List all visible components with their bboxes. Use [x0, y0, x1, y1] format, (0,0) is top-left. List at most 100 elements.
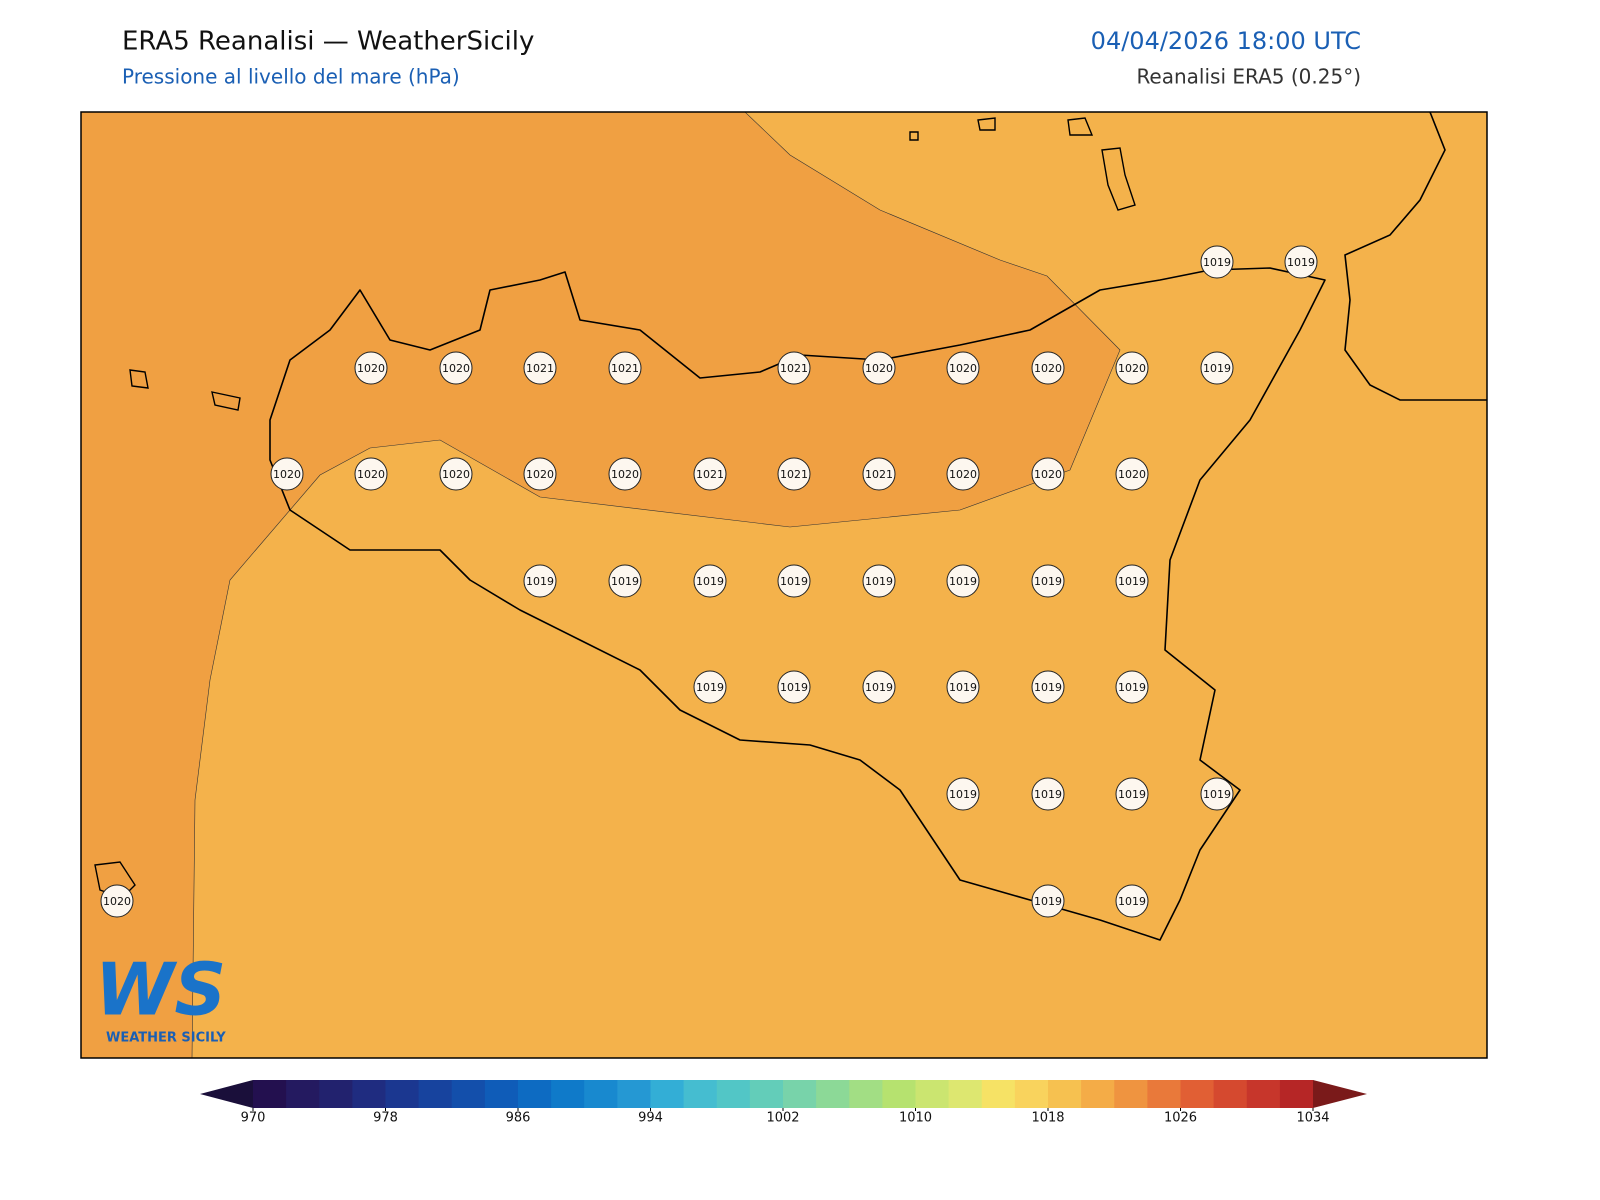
station-value: 1020	[1118, 362, 1146, 375]
station-marker	[1200, 245, 1234, 279]
datetime: 04/04/2026 18:00 UTC	[1091, 27, 1361, 55]
station-marker	[693, 457, 727, 491]
colorbar-bin	[451, 1080, 486, 1108]
colorbar-bin	[518, 1080, 552, 1108]
station-value: 1019	[526, 575, 554, 588]
station-value: 1019	[1203, 256, 1231, 269]
station-marker	[1115, 457, 1149, 491]
field-high	[80, 111, 1121, 1059]
station-value: 1020	[949, 362, 977, 375]
station-value: 1019	[865, 681, 893, 694]
station-value: 1019	[780, 681, 808, 694]
station-marker	[1115, 884, 1149, 918]
colorbar-tick-label: 1010	[899, 1111, 932, 1126]
colorbar-bin	[1048, 1080, 1082, 1108]
station-value: 1019	[1034, 895, 1062, 908]
station-marker	[1031, 564, 1065, 598]
colorbar-bin	[948, 1080, 983, 1108]
logo-mark: WS	[95, 948, 226, 1032]
station-value: 1019	[949, 575, 977, 588]
station-marker	[1115, 777, 1149, 811]
station-marker	[1031, 457, 1065, 491]
station-value: 1020	[949, 468, 977, 481]
station-value: 1019	[1118, 575, 1146, 588]
station-value: 1019	[1203, 362, 1231, 375]
station-marker	[100, 884, 134, 918]
station-value: 1019	[1118, 681, 1146, 694]
colorbar-bin	[1081, 1080, 1115, 1108]
colorbar-bin	[650, 1080, 685, 1108]
colorbar-bin	[617, 1080, 651, 1108]
station-value: 1020	[526, 468, 554, 481]
station-marker	[862, 351, 896, 385]
colorbar-tick-label: 994	[638, 1111, 663, 1126]
colorbar-bin	[1114, 1080, 1148, 1108]
station-marker	[1031, 777, 1065, 811]
subtitle: Pressione al livello del mare (hPa)	[122, 65, 460, 89]
station-value: 1021	[611, 362, 639, 375]
station-value: 1019	[865, 575, 893, 588]
station-value: 1019	[1118, 788, 1146, 801]
station-value: 1020	[273, 468, 301, 481]
colorbar-bin	[253, 1080, 287, 1108]
colorbar-bin	[882, 1080, 916, 1108]
station-marker	[946, 670, 980, 704]
station-value: 1019	[611, 575, 639, 588]
station-value: 1020	[103, 895, 131, 908]
colorbar-bin	[1279, 1080, 1314, 1108]
station-value: 1021	[865, 468, 893, 481]
station-marker	[439, 457, 473, 491]
station-marker	[523, 457, 557, 491]
logo-name: WEATHER SICILY	[106, 1031, 226, 1046]
colorbar-over	[1313, 1080, 1367, 1108]
colorbar-bin	[1246, 1080, 1281, 1108]
station-marker	[1031, 670, 1065, 704]
station-marker	[777, 457, 811, 491]
station-value: 1020	[865, 362, 893, 375]
station-marker	[777, 670, 811, 704]
colorbar-bin	[484, 1080, 519, 1108]
colorbar-bin	[915, 1080, 950, 1108]
station-value: 1021	[526, 362, 554, 375]
station-marker	[1284, 245, 1318, 279]
colorbar-bin	[385, 1080, 420, 1108]
station-marker	[1115, 670, 1149, 704]
colorbar-tick-label: 986	[506, 1111, 531, 1126]
station-value: 1021	[696, 468, 724, 481]
station-value: 1020	[1034, 362, 1062, 375]
colorbar-bin	[319, 1080, 353, 1108]
colorbar-bin	[584, 1080, 618, 1108]
colorbar-bin	[352, 1080, 386, 1108]
station-value: 1019	[1034, 575, 1062, 588]
station-marker	[1115, 351, 1149, 385]
colorbar-bin	[849, 1080, 883, 1108]
station-value: 1019	[1034, 681, 1062, 694]
map: 1019 1019 1020 1020 1021 1021 1021 1020 1020 1020…	[80, 111, 1488, 1059]
colorbar: 970 978 986 994 1002 1010 1018 1026 1034	[200, 1080, 1367, 1126]
station-marker	[777, 564, 811, 598]
station-marker	[862, 670, 896, 704]
station-marker	[777, 351, 811, 385]
colorbar-under	[200, 1080, 253, 1108]
station-value: 1019	[1034, 788, 1062, 801]
station-value: 1020	[1034, 468, 1062, 481]
colorbar-tick-label: 978	[373, 1111, 398, 1126]
station-marker	[946, 564, 980, 598]
station-value: 1019	[1118, 895, 1146, 908]
station-value: 1020	[1118, 468, 1146, 481]
station-marker	[1115, 564, 1149, 598]
colorbar-tick-label: 1034	[1296, 1111, 1329, 1126]
station-marker	[946, 351, 980, 385]
station-marker	[523, 351, 557, 385]
station-value: 1019	[696, 681, 724, 694]
colorbar-bin	[418, 1080, 453, 1108]
station-marker	[1031, 351, 1065, 385]
station-marker	[523, 564, 557, 598]
station-marker	[1200, 351, 1234, 385]
station-marker	[946, 457, 980, 491]
colorbar-bin	[749, 1080, 784, 1108]
station-marker	[439, 351, 473, 385]
map-frame	[80, 111, 1488, 1059]
station-value: 1019	[1287, 256, 1315, 269]
colorbar-bin	[286, 1080, 320, 1108]
